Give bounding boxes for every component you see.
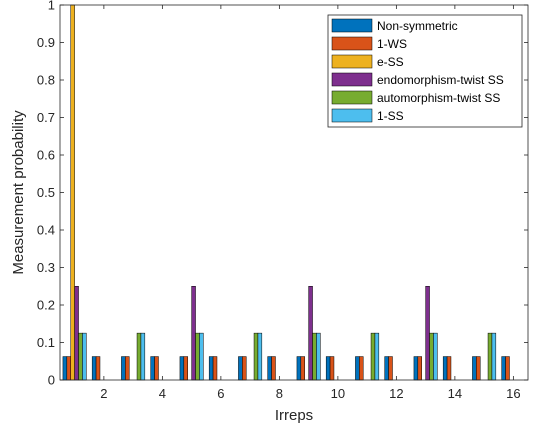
bar: [91, 356, 97, 381]
bar: [491, 332, 497, 381]
bar: [136, 332, 142, 381]
y-tick-label: 0.4: [37, 223, 55, 238]
bar: [359, 356, 364, 381]
bar: [271, 356, 276, 381]
bar: [476, 356, 481, 381]
bar: [253, 332, 259, 381]
bar: [446, 356, 452, 381]
bar: [442, 356, 448, 381]
y-tick-label: 0.9: [37, 35, 55, 50]
x-tick-label: 16: [506, 386, 520, 401]
bar: [429, 332, 434, 381]
bar: [154, 356, 159, 381]
x-tick-label: 14: [448, 386, 462, 401]
bar: [212, 356, 218, 381]
bar: [191, 286, 196, 381]
legend-swatch: [331, 54, 373, 69]
x-tick-label: 6: [217, 386, 224, 401]
x-tick-label: 10: [331, 386, 345, 401]
y-tick-label: 0.2: [37, 298, 55, 313]
legend-entry: Non-symmetric: [377, 19, 458, 33]
bar: [413, 356, 419, 381]
legend-entry: e-SS: [377, 55, 404, 69]
bar: [82, 332, 87, 381]
bar: [487, 332, 493, 381]
bar: [121, 356, 126, 381]
bar: [183, 356, 188, 381]
legend-box: [327, 14, 523, 128]
y-axis-label: Measurement probability: [10, 110, 27, 275]
bar: [62, 356, 68, 381]
bar: [179, 356, 185, 381]
x-tick-labels: 2 4 6 8 10 12 14 16: [100, 386, 520, 401]
axes: [59, 4, 529, 381]
legend-swatch: [331, 90, 373, 105]
bar: [384, 356, 389, 381]
legend-swatch: [331, 108, 373, 123]
bar: [296, 356, 302, 381]
bar: [195, 332, 200, 381]
bar: [388, 356, 393, 381]
legend-entry: endomorphism-twist SS: [377, 73, 504, 87]
bar: [472, 356, 477, 381]
bar: [140, 332, 146, 381]
legend-entry: automorphism-twist SS: [377, 91, 500, 105]
bar: [95, 356, 101, 381]
y-tick-label: 0: [48, 373, 55, 388]
y-tick-label: 0.5: [37, 185, 55, 200]
legend: Non-symmetric 1-WS e-SS endomorphism-twist …: [327, 14, 523, 128]
bar: [316, 332, 321, 381]
x-tick-label: 4: [159, 386, 166, 401]
bar: [70, 4, 75, 381]
bar: [199, 332, 204, 381]
y-tick-label: 0.3: [37, 260, 55, 275]
legend-entry: 1-WS: [377, 37, 407, 51]
bar: [208, 356, 214, 381]
bar: [238, 356, 243, 381]
bar: [74, 286, 79, 381]
y-tick-label: 0.7: [37, 110, 55, 125]
bar: [505, 356, 510, 381]
bar: [300, 356, 305, 381]
bar: [242, 356, 247, 381]
legend-swatch: [331, 18, 373, 33]
x-tick-label: 8: [276, 386, 283, 401]
bar: [267, 356, 272, 381]
bar: [425, 286, 430, 381]
x-tick-label: 2: [100, 386, 107, 401]
bar: [66, 356, 71, 381]
bar: [329, 356, 335, 381]
bar: [308, 286, 313, 381]
bars-layer: [62, 4, 510, 381]
y-tick-label: 0.1: [37, 335, 55, 350]
bar: [374, 332, 380, 381]
x-axis-label: Irreps: [275, 407, 313, 424]
y-tick-labels: 0 0.1 0.2 0.3 0.4 0.5 0.6 0.7 0.8 0.9 1: [37, 0, 55, 388]
bar: [78, 332, 83, 381]
bar: [125, 356, 130, 381]
bar: [150, 356, 155, 381]
legend-swatch: [331, 36, 373, 51]
bar: [312, 332, 317, 381]
bar: [257, 332, 263, 381]
y-tick-label: 1: [48, 0, 55, 13]
y-tick-label: 0.6: [37, 148, 55, 163]
bar: [325, 356, 331, 381]
bar: [417, 356, 422, 381]
bar: [370, 332, 376, 381]
legend-entry: 1-SS: [377, 109, 404, 123]
y-tick-label: 0.8: [37, 73, 55, 88]
bar: [433, 332, 438, 381]
legend-swatch: [331, 72, 373, 87]
x-tick-label: 12: [389, 386, 403, 401]
bar: [501, 356, 506, 381]
bar: [355, 356, 360, 381]
